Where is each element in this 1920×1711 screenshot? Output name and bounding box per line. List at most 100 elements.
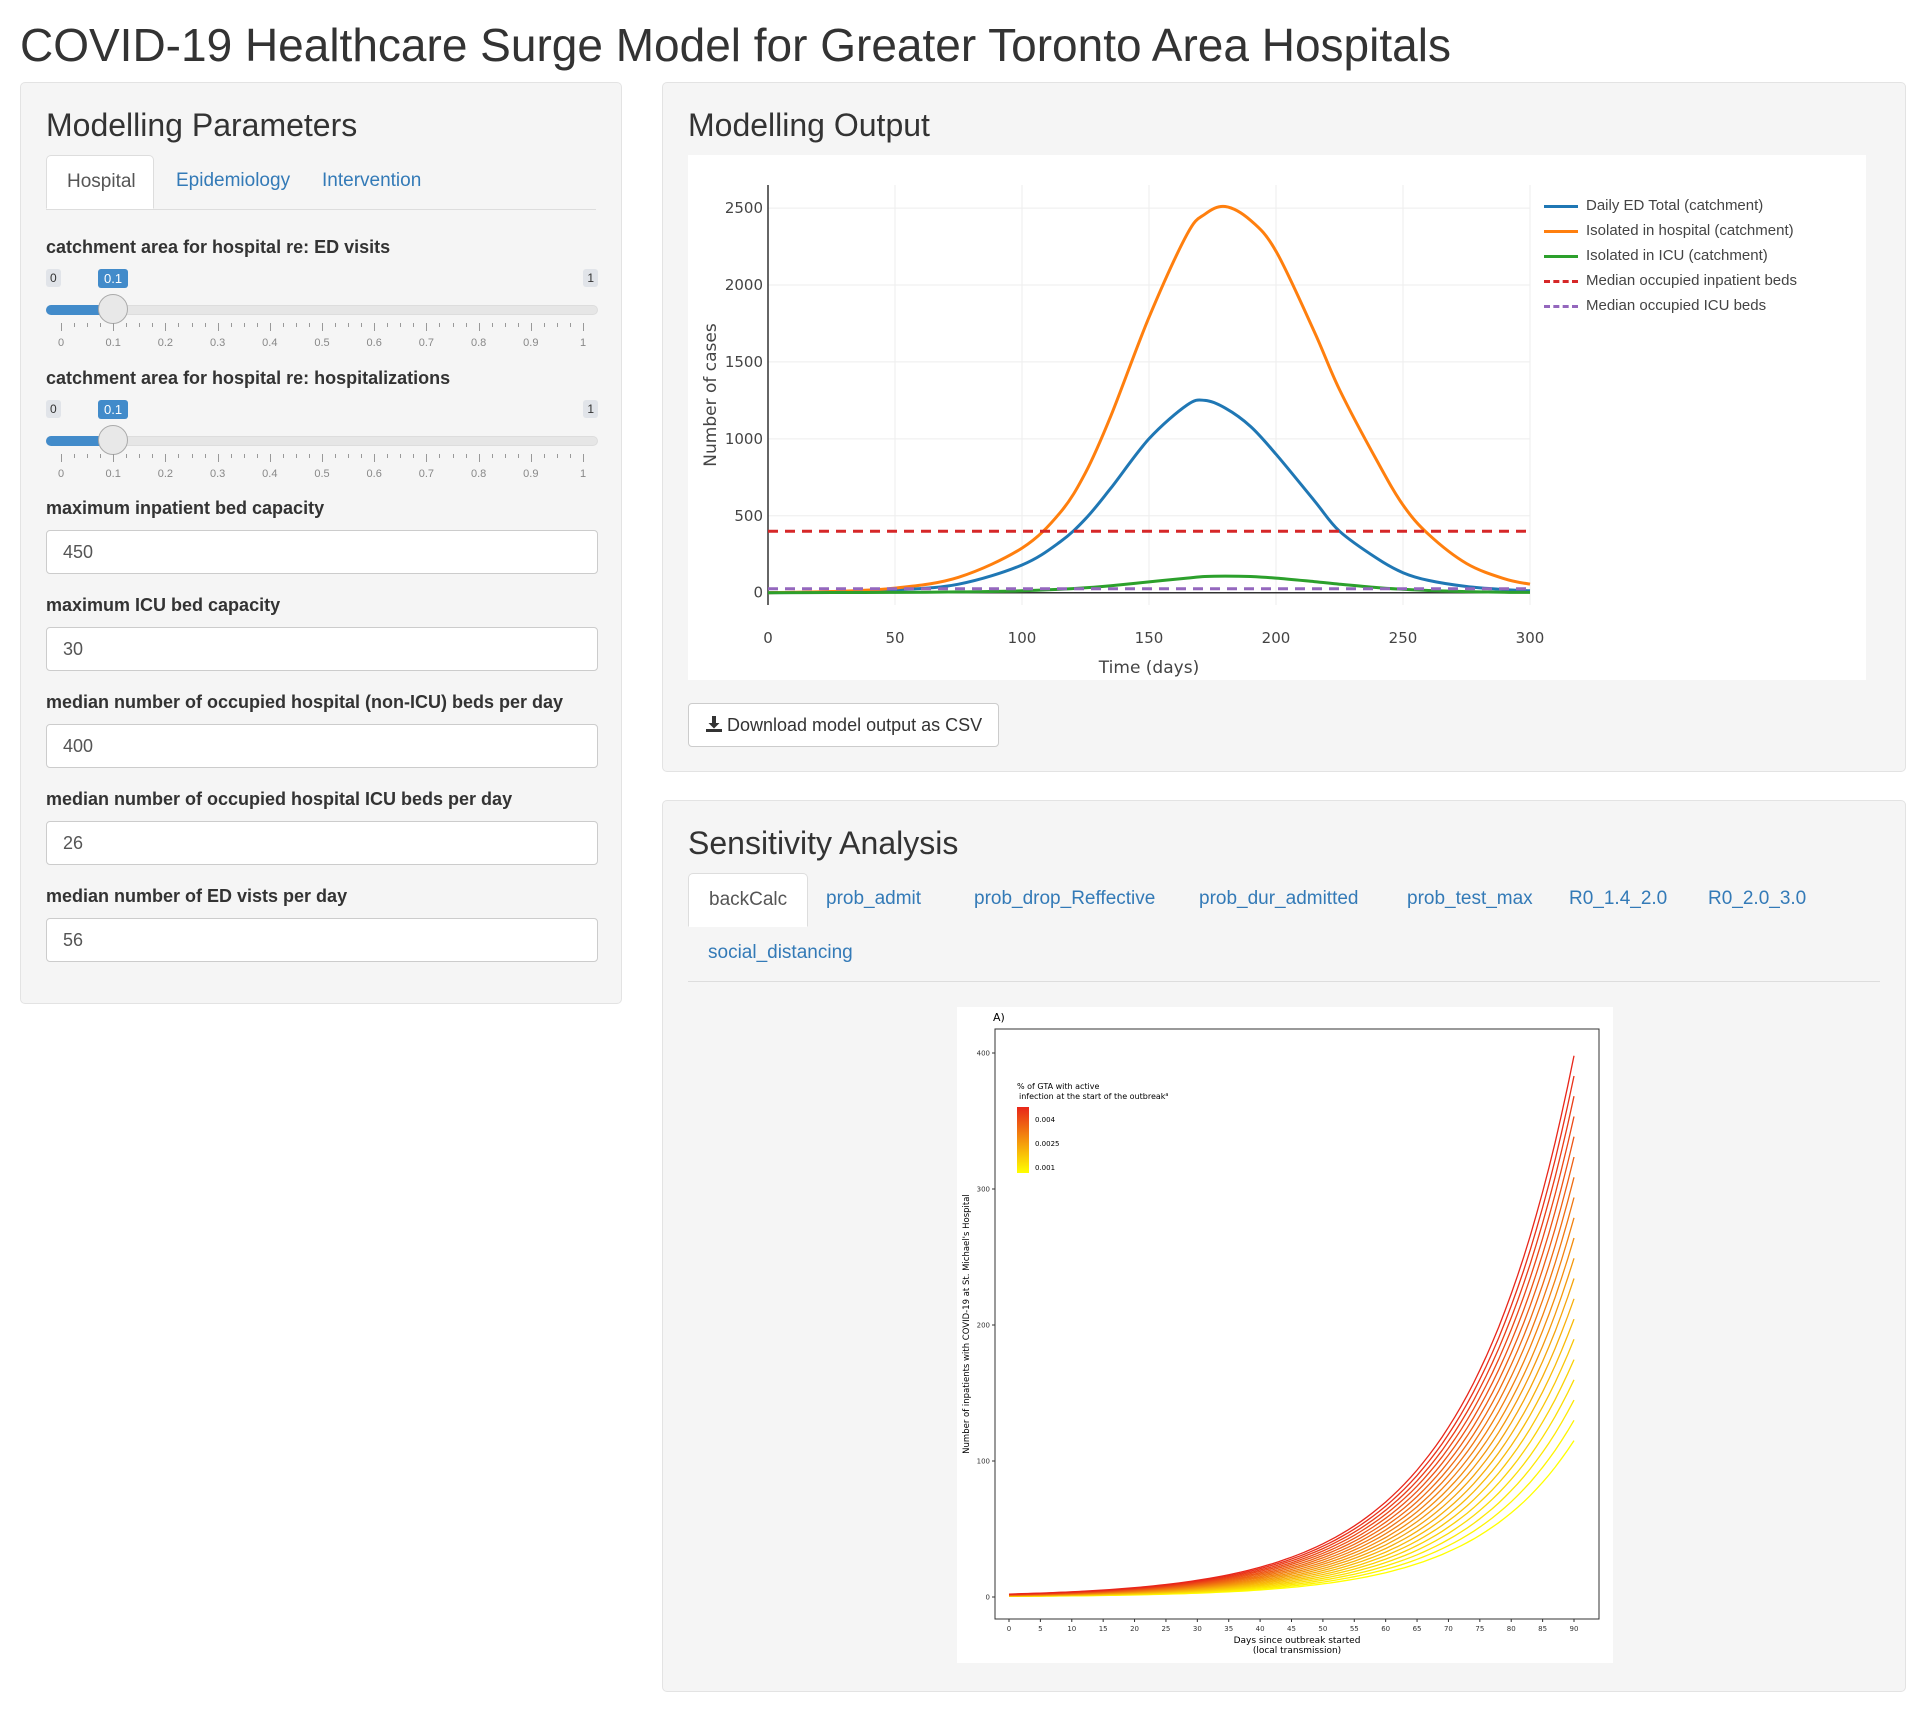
icu-capacity-input[interactable]: 30 — [46, 627, 598, 671]
ed-catchment-slider[interactable]: 0 1 0.1 0 0.1 0.2 0.3 0.4 0.5 0.6 0.7 0.8 0.9 1 — [46, 269, 598, 349]
slider-handle[interactable] — [98, 425, 128, 455]
slider-minor-tick — [335, 454, 337, 458]
sensitivity-title: Sensitivity Analysis — [688, 825, 959, 861]
tab-r0-2-0-3-0[interactable]: R0_2.0_3.0 — [1708, 888, 1807, 909]
ed-visits-label: median number of ED vists per day — [46, 886, 348, 906]
slider-tick — [165, 323, 167, 331]
tab-prob-test-max[interactable]: prob_test_max — [1407, 888, 1533, 909]
slider-minor-tick — [400, 323, 402, 327]
inpatient-capacity-label: maximum inpatient bed capacity — [46, 498, 325, 518]
slider-minor-tick — [361, 454, 363, 458]
slider-hosp-label: catchment area for hospital re: hospital… — [46, 368, 451, 388]
legend-swatch — [1544, 304, 1578, 308]
slider-minor-tick — [282, 323, 284, 327]
tab-epidemiology[interactable]: Epidemiology — [176, 170, 291, 191]
slider-track[interactable] — [46, 436, 598, 446]
download-label: Download model output as CSV — [727, 715, 983, 735]
sensitivity-curve — [1008, 1116, 1575, 1596]
legend-swatch — [1544, 254, 1578, 258]
sensitivity-panel: Sensitivity Analysis backCalc prob_admit… — [662, 800, 1906, 1692]
legend-item[interactable]: Isolated in hospital (catchment) — [1544, 222, 1794, 239]
occupied-beds-input[interactable]: 400 — [46, 724, 598, 768]
slider-minor-tick — [452, 454, 454, 458]
slider-max-label: 1 — [583, 269, 598, 287]
tab-prob-dur-admitted[interactable]: prob_dur_admitted — [1199, 888, 1359, 909]
tab-hospital[interactable]: Hospital — [46, 155, 154, 209]
slider-tick — [269, 454, 271, 462]
sensitivity-curve — [1008, 1136, 1575, 1596]
tab-prob-admit[interactable]: prob_admit — [826, 888, 922, 909]
x-tick-label: 90 — [1570, 1625, 1579, 1633]
slider-tick-label: 0.5 — [314, 337, 330, 349]
tab-intervention[interactable]: Intervention — [322, 170, 422, 191]
slider-tick — [322, 323, 323, 331]
x-tick-label: 50 — [885, 629, 904, 647]
legend-item[interactable]: Median occupied ICU beds — [1544, 297, 1766, 314]
x-tick-label: 25 — [1161, 1625, 1170, 1633]
slider-value-label: 0.1 — [98, 400, 129, 419]
inpatient-capacity-input[interactable]: 450 — [46, 530, 598, 574]
slider-tick — [426, 323, 428, 331]
slider-ticks: 0 0.1 0.2 0.3 0.4 0.5 0.6 0.7 0.8 0.9 1 — [58, 454, 586, 484]
occupied-icu-input[interactable]: 26 — [46, 821, 598, 865]
output-panel: Modelling Output 0 50 100 150 200 250 300 0 500 1… — [662, 82, 1906, 772]
slider-minor-tick — [556, 323, 558, 327]
slider-tick — [61, 323, 62, 331]
x-tick-label: 80 — [1507, 1625, 1516, 1633]
download-csv-button[interactable]: Download model output as CSV — [688, 703, 1000, 747]
slider-minor-tick — [256, 454, 258, 458]
slider-tick-label: 1 — [579, 337, 587, 349]
x-tick-label: 10 — [1067, 1625, 1076, 1633]
legend-title-line1: % of GTA with active — [1017, 1082, 1100, 1091]
slider-minor-tick — [191, 454, 193, 458]
x-tick-label: 60 — [1381, 1625, 1390, 1633]
x-tick-label: 70 — [1444, 1625, 1453, 1633]
slider-minor-tick — [74, 454, 76, 458]
legend-item[interactable]: Isolated in ICU (catchment) — [1544, 247, 1768, 264]
slider-minor-tick — [348, 323, 350, 327]
x-tick-label: 50 — [1318, 1625, 1327, 1633]
legend-item[interactable]: Daily ED Total (catchment) — [1544, 197, 1763, 214]
parameters-tabs: Hospital Epidemiology Intervention — [46, 155, 596, 210]
slider-track[interactable] — [46, 305, 598, 315]
tab-r0-1-4-2-0[interactable]: R0_1.4_2.0 — [1569, 888, 1668, 909]
tab-social-distancing[interactable]: social_distancing — [708, 942, 853, 963]
slider-minor-tick — [413, 454, 415, 458]
sensitivity-tabs: backCalc prob_admit prob_drop_Reffective… — [688, 873, 1880, 982]
slider-tick — [478, 323, 480, 331]
ed-visits-input[interactable]: 56 — [46, 918, 598, 962]
occupied-icu-label: median number of occupied hospital ICU b… — [46, 789, 513, 809]
legend-label: Median occupied inpatient beds — [1586, 272, 1797, 289]
slider-tick — [530, 323, 532, 331]
slider-tick — [530, 454, 532, 462]
slider-handle[interactable] — [98, 294, 128, 324]
slider-tick — [61, 454, 62, 462]
series-line-0 — [767, 398, 1531, 595]
y-tick-label: 0 — [986, 1594, 990, 1602]
hosp-catchment-slider[interactable]: 0 1 0.1 0 0.1 0.2 0.3 0.4 0.5 0.6 0.7 0.8 0.9 1 — [46, 400, 598, 480]
slider-minor-tick — [543, 454, 545, 458]
icu-capacity-label: maximum ICU bed capacity — [46, 595, 281, 615]
parameters-panel: Modelling Parameters Hospital Epidemiolo… — [20, 82, 622, 1004]
slider-tick-label: 0.7 — [418, 337, 435, 349]
y-tick-label: 2500 — [725, 199, 763, 217]
x-tick-label: 35 — [1224, 1625, 1233, 1633]
y-tick-label: 400 — [977, 1050, 990, 1058]
sensitivity-curve — [1008, 1055, 1575, 1595]
legend-item[interactable]: Median occupied inpatient beds — [1544, 272, 1797, 289]
slider-minor-tick — [87, 323, 89, 327]
legend-label: Isolated in hospital (catchment) — [1586, 222, 1794, 239]
tab-backcalc[interactable]: backCalc — [688, 873, 809, 927]
slider-minor-tick — [282, 454, 284, 458]
slider-minor-tick — [387, 454, 389, 458]
slider-minor-tick — [230, 323, 232, 327]
tab-prob-drop-reffective[interactable]: prob_drop_Reffective — [974, 888, 1156, 909]
slider-min-label: 0 — [46, 269, 61, 287]
slider-minor-tick — [504, 323, 506, 327]
sensitivity-image: A) 0 5 10 15 20 25 30 35 40 45 50 55 60 65 70 75 80 85 90 0 1… — [957, 1007, 1613, 1663]
download-icon — [705, 706, 723, 732]
slider-tick — [583, 323, 584, 331]
slider-minor-tick — [139, 454, 141, 458]
slider-minor-tick — [243, 454, 245, 458]
slider-minor-tick — [335, 323, 337, 327]
